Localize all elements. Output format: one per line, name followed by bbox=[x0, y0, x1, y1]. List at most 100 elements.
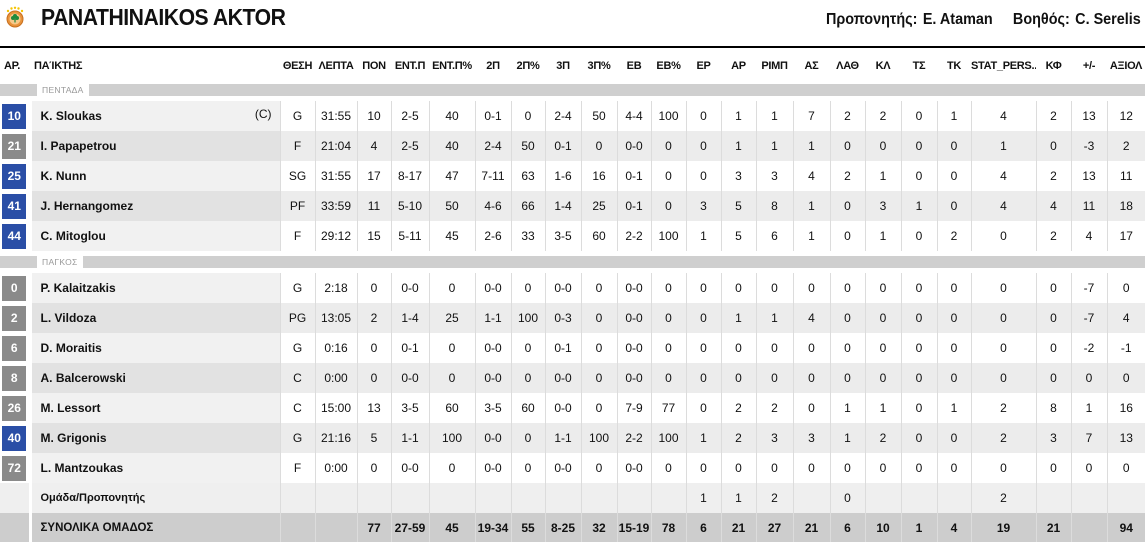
column-header[interactable]: ΤΣ bbox=[912, 60, 926, 72]
stat-cell: 0 bbox=[900, 333, 937, 363]
player-row[interactable]: 25 K. Nunn SG 31:55 17 8-17 47 7-11 63 1-6 16 0-1 0 0… bbox=[0, 161, 1145, 191]
player-name-cell[interactable]: K. Sloukas (C) bbox=[28, 101, 280, 131]
player-name[interactable]: C. Mitoglou bbox=[40, 229, 106, 243]
column-header[interactable]: ΛΕΠΤΑ bbox=[318, 60, 354, 72]
stat-cell: 60 bbox=[510, 393, 545, 423]
column-header[interactable]: ΑΞΙΟΛ bbox=[1109, 60, 1143, 72]
player-name-cell[interactable]: C. Mitoglou bbox=[28, 221, 280, 251]
stat-cell: 0 bbox=[650, 131, 686, 161]
team-header: PANATHINAIKOS AKTOR Προπονητής: E. Ataman… bbox=[0, 0, 1145, 40]
empty-cell bbox=[0, 483, 30, 513]
stat-cell: 0 bbox=[970, 453, 1036, 483]
player-row[interactable]: 72 L. Mantzoukas F 0:00 0 0-0 0 0-0 0 0-0 0 0-0 0 0 0 0… bbox=[0, 453, 1145, 483]
player-row[interactable]: 40 M. Grigonis G 21:16 5 1-1 100 0-0 0 1-1 100 2-2 1… bbox=[0, 423, 1145, 453]
column-header[interactable]: ΑΡ bbox=[731, 60, 746, 72]
stat-cell: 77 bbox=[356, 513, 391, 542]
column-header[interactable]: ΕΒ bbox=[626, 60, 642, 72]
player-row[interactable]: 44 C. Mitoglou F 29:12 15 5-11 45 2-6 33 3-5 60 2-2… bbox=[0, 221, 1145, 251]
column-header[interactable]: ΕΝΤ.Π bbox=[394, 60, 426, 72]
stat-cell: 15:00 bbox=[314, 393, 357, 423]
stat-cell: PG bbox=[279, 303, 315, 333]
column-header[interactable]: 3Π bbox=[556, 60, 570, 72]
player-name-cell[interactable]: A. Balcerowski bbox=[28, 363, 280, 393]
stat-cell: 0 bbox=[755, 333, 793, 363]
column-header[interactable]: ΚΦ bbox=[1045, 60, 1062, 72]
player-row[interactable]: 26 M. Lessort C 15:00 13 3-5 60 3-5 60 0-0 0 7-9 77 0… bbox=[0, 393, 1145, 423]
stat-cell: 0 bbox=[900, 273, 937, 303]
stat-cell: 10 bbox=[864, 513, 901, 542]
player-name-cell[interactable]: I. Papapetrou bbox=[28, 131, 280, 161]
column-header[interactable]: ΑΡ. bbox=[4, 60, 21, 72]
player-name-cell[interactable]: J. Hernangomez bbox=[28, 191, 280, 221]
column-header[interactable]: ΠΑΊΚΤΗΣ bbox=[34, 60, 83, 72]
player-name[interactable]: L. Vildoza bbox=[40, 311, 97, 325]
player-name[interactable]: M. Grigonis bbox=[40, 431, 107, 445]
player-name-cell[interactable]: M. Lessort bbox=[28, 393, 280, 423]
stat-cell: 3 bbox=[1035, 423, 1071, 453]
stat-cell: 0-0 bbox=[616, 131, 651, 161]
column-header[interactable]: ΡΙΜΠ bbox=[761, 60, 788, 72]
player-row[interactable]: 2 L. Vildoza PG 13:05 2 1-4 25 1-1 100 0-3 0 0-0 0 0 1… bbox=[0, 303, 1145, 333]
jersey-number-cell: 72 bbox=[0, 453, 30, 483]
player-name-cell[interactable]: M. Grigonis bbox=[28, 423, 280, 453]
player-name[interactable]: A. Balcerowski bbox=[40, 371, 126, 385]
player-row[interactable]: 41 J. Hernangomez PF 33:59 11 5-10 50 4-6 66 1-4 2… bbox=[0, 191, 1145, 221]
stat-cell: 7-9 bbox=[616, 393, 651, 423]
stat-cell: 0 bbox=[685, 161, 721, 191]
stat-cell: 13 bbox=[1106, 423, 1145, 453]
stat-cell: 0-1 bbox=[544, 131, 581, 161]
stat-cell: 0-0 bbox=[616, 273, 651, 303]
jersey-number-cell: 25 bbox=[0, 161, 30, 191]
stat-cell: 2 bbox=[829, 161, 865, 191]
stat-cell: 0 bbox=[428, 453, 475, 483]
player-name-cell[interactable]: L. Vildoza bbox=[28, 303, 280, 333]
stat-cell: 0-0 bbox=[474, 333, 511, 363]
stat-cell: 1 bbox=[720, 101, 756, 131]
stat-cell: 2 bbox=[970, 423, 1036, 453]
stat-cell: 47 bbox=[428, 161, 475, 191]
column-header[interactable]: STAT_PERS... bbox=[971, 60, 1036, 72]
player-name[interactable]: J. Hernangomez bbox=[40, 199, 134, 213]
stat-cell: 0 bbox=[685, 393, 721, 423]
column-header[interactable]: ΛΑΘ bbox=[836, 60, 859, 72]
column-header[interactable]: 3Π% bbox=[587, 60, 611, 72]
stat-cell: 2 bbox=[936, 221, 971, 251]
player-name[interactable]: P. Kalaitzakis bbox=[40, 281, 116, 295]
column-header[interactable]: ΑΣ bbox=[804, 60, 819, 72]
player-name-cell[interactable]: K. Nunn bbox=[28, 161, 280, 191]
player-name-cell[interactable]: D. Moraitis bbox=[28, 333, 280, 363]
player-row[interactable]: 8 A. Balcerowski C 0:00 0 0-0 0 0-0 0 0-0 0 0-0 0 0 0 0… bbox=[0, 363, 1145, 393]
stat-cell: 0 bbox=[1035, 273, 1071, 303]
player-name-cell[interactable]: L. Mantzoukas bbox=[28, 453, 280, 483]
jersey-number: 72 bbox=[2, 455, 27, 481]
player-row[interactable]: 0 P. Kalaitzakis G 2:18 0 0-0 0 0-0 0 0-0 0 0-0 0 0 0 0… bbox=[0, 273, 1145, 303]
column-header[interactable]: ΚΛ bbox=[875, 60, 891, 72]
stat-cell: PF bbox=[279, 191, 315, 221]
player-row[interactable]: 6 D. Moraitis G 0:16 0 0-1 0 0-0 0 0-1 0 0-0 0 0 0 0 0 0 0… bbox=[0, 333, 1145, 363]
stat-cell: 27 bbox=[755, 513, 793, 542]
player-name-cell[interactable]: P. Kalaitzakis bbox=[28, 273, 280, 303]
player-name[interactable]: D. Moraitis bbox=[40, 341, 102, 355]
player-row[interactable]: 21 I. Papapetrou F 21:04 4 2-5 40 2-4 50 0-1 0 0-0 0… bbox=[0, 131, 1145, 161]
player-name[interactable]: I. Papapetrou bbox=[40, 139, 117, 153]
section-divider: ΠΑΓΚΟΣ bbox=[0, 256, 1145, 268]
player-row[interactable]: 10 K. Sloukas (C) G 31:55 10 2-5 40 0-1 0 2-4 50 4-4… bbox=[0, 101, 1145, 131]
stat-cell: 7 bbox=[792, 101, 830, 131]
stat-cell bbox=[279, 513, 315, 542]
player-name[interactable]: L. Mantzoukas bbox=[40, 461, 124, 475]
player-name[interactable]: M. Lessort bbox=[40, 401, 101, 415]
jersey-number-cell: 6 bbox=[0, 333, 30, 363]
stat-cell: 8 bbox=[755, 191, 793, 221]
column-header[interactable]: ΕΝΤ.Π% bbox=[432, 60, 472, 72]
player-name[interactable]: K. Sloukas bbox=[40, 109, 102, 123]
column-header[interactable]: ΕΡ bbox=[696, 60, 711, 72]
column-header[interactable]: ΕΒ% bbox=[656, 60, 681, 72]
column-header[interactable]: ΤΚ bbox=[946, 60, 962, 72]
column-header[interactable]: 2Π% bbox=[516, 60, 540, 72]
column-header[interactable]: 2Π bbox=[486, 60, 500, 72]
stat-cell: 13:05 bbox=[314, 303, 357, 333]
player-name[interactable]: K. Nunn bbox=[40, 169, 87, 183]
column-header[interactable]: ΠΟΝ bbox=[362, 60, 386, 72]
column-header[interactable]: ΘΕΣΗ bbox=[282, 60, 313, 72]
column-header[interactable]: +/- bbox=[1082, 60, 1096, 72]
